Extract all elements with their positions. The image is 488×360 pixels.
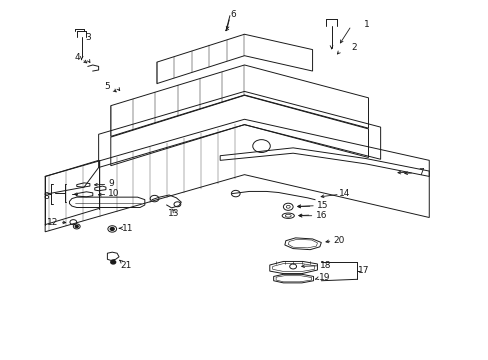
Text: 15: 15	[316, 201, 327, 210]
Text: 20: 20	[332, 235, 344, 244]
Text: 11: 11	[122, 224, 133, 233]
Circle shape	[111, 260, 116, 264]
Text: 16: 16	[315, 211, 326, 220]
Circle shape	[75, 225, 78, 228]
Text: 5: 5	[104, 82, 110, 91]
Text: 10: 10	[108, 189, 120, 198]
Text: 14: 14	[338, 189, 349, 198]
Text: 12: 12	[47, 218, 58, 227]
Text: 6: 6	[229, 10, 235, 19]
Text: 2: 2	[351, 43, 356, 52]
Text: 13: 13	[168, 210, 180, 219]
Text: 4: 4	[74, 53, 80, 62]
Text: 3: 3	[85, 33, 91, 42]
Text: 7: 7	[417, 168, 423, 177]
Text: 9: 9	[108, 179, 114, 188]
Text: 8: 8	[43, 192, 49, 201]
Text: 19: 19	[318, 273, 329, 282]
Text: 18: 18	[319, 261, 330, 270]
Text: 21: 21	[120, 261, 131, 270]
Circle shape	[110, 228, 114, 230]
Text: 17: 17	[357, 266, 368, 275]
Text: 1: 1	[364, 20, 369, 29]
